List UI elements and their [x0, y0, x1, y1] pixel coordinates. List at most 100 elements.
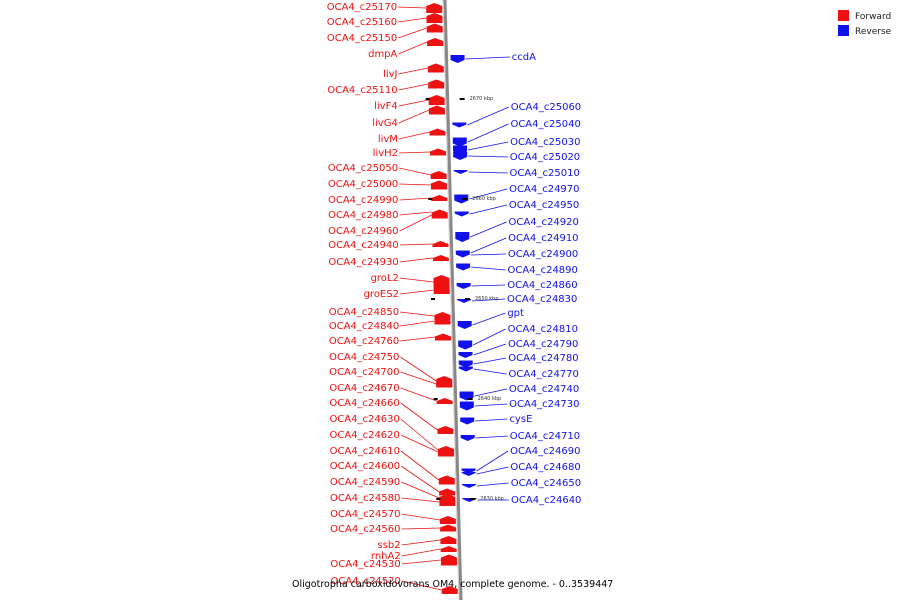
gene-arrow-reverse [453, 170, 468, 174]
gene-labels: OCA4_c25170 OCA4_c25160 OCA4_c25150 dmpA liv… [327, 2, 582, 587]
leader-line [400, 418, 439, 451]
leader-line [400, 402, 438, 431]
gene-label-reverse: OCA4_c25010 [509, 168, 579, 179]
gene-arrow-forward [429, 128, 446, 136]
gene-label-reverse: OCA4_c24770 [509, 369, 579, 380]
backbone-shadow [442, 0, 460, 600]
gene-arrow-reverse [452, 137, 467, 147]
leader-line [401, 481, 440, 499]
gene-label-forward: OCA4_c24850 [329, 307, 399, 318]
gene-arrow-reverse [454, 211, 469, 217]
leader-line [400, 371, 437, 385]
gene-arrow-reverse [458, 366, 473, 372]
gene-label-forward: OCA4_c24760 [329, 336, 399, 347]
backbone-line [443, 0, 463, 600]
gene-arrow-forward [438, 447, 455, 457]
gene-arrow-forward [426, 23, 443, 33]
gene-label-forward: OCA4_c24600 [330, 461, 400, 472]
scale-tick-label: 2650 kbp [475, 296, 499, 302]
gene-label-forward: ssb2 [378, 540, 401, 551]
gene-arrow-forward [432, 255, 449, 261]
gene-label-forward: OCA4_c24560 [330, 524, 400, 535]
gene-features [426, 3, 477, 594]
gene-arrow-forward [440, 524, 457, 532]
scale-ticks: 2670 kbp 2660 kbp 2650 kbp 2640 kbp 2630 kbp [425, 96, 504, 502]
gene-label-reverse: OCA4_c25040 [510, 119, 580, 130]
gene-label-reverse: OCA4_c24900 [508, 249, 578, 260]
leader-line [401, 548, 441, 557]
gene-label-forward: livJ [383, 69, 397, 80]
leader-line [465, 56, 510, 60]
gene-arrow-forward [431, 195, 448, 201]
gene-label-forward: dmpA [368, 49, 397, 60]
gene-arrow-reverse [460, 435, 475, 441]
gene-arrow-forward [439, 516, 456, 524]
gene-label-reverse: OCA4_c24920 [509, 217, 579, 228]
gene-label-forward: OCA4_c25170 [327, 2, 397, 13]
gene-arrow-forward [430, 148, 447, 156]
gene-label-forward: OCA4_c24980 [328, 210, 398, 221]
legend-item-forward: Forward [838, 10, 891, 22]
leader-line [467, 141, 509, 151]
gene-arrow-reverse [455, 232, 470, 242]
leader-line [398, 131, 430, 140]
leader-line [401, 580, 442, 591]
gene-label-forward: OCA4_c24590 [330, 477, 400, 488]
gene-arrow-forward [430, 171, 447, 179]
legend-forward-label: Forward [855, 12, 891, 22]
legend-reverse-swatch [838, 25, 849, 36]
gene-arrow-forward [428, 79, 445, 89]
leader-line [475, 435, 508, 439]
gene-arrow-reverse [459, 401, 474, 411]
gene-label-reverse: OCA4_c24650 [511, 478, 581, 489]
leader-line [400, 465, 440, 493]
gene-arrow-forward [434, 312, 451, 320]
legend-item-reverse: Reverse [838, 25, 892, 37]
gene-arrow-reverse [461, 472, 476, 476]
leader-line [399, 167, 431, 176]
gene-arrow-forward [440, 546, 457, 552]
leader-line [472, 298, 506, 302]
gene-label-forward: OCA4_c25110 [327, 85, 397, 96]
gene-label-forward: OCA4_c24660 [329, 398, 399, 409]
gene-arrow-reverse [450, 55, 465, 63]
gene-label-forward: OCA4_c24610 [330, 446, 400, 457]
gene-label-forward: OCA4_c24520 [331, 576, 401, 587]
gene-label-reverse: OCA4_c24860 [507, 280, 577, 291]
gene-label-reverse: OCA4_c24910 [508, 233, 578, 244]
gene-label-forward: OCA4_c24630 [329, 414, 399, 425]
leader-line [400, 434, 439, 453]
gene-label-reverse: OCA4_c24890 [508, 265, 578, 276]
leader-line [401, 513, 440, 521]
gene-label-forward: OCA4_c24620 [330, 430, 400, 441]
gene-label-forward: OCA4_c24930 [328, 257, 398, 268]
leader-lines [398, 6, 510, 591]
leader-line [401, 539, 441, 546]
gene-arrow-forward [440, 536, 457, 544]
gene-arrow-forward [428, 95, 445, 105]
legend-reverse-label: Reverse [855, 27, 892, 37]
gene-label-forward: OCA4_c24750 [329, 352, 399, 363]
legend: Forward Reverse [838, 10, 892, 37]
gene-arrow-reverse [460, 417, 475, 425]
gene-label-forward: OCA4_c24960 [328, 226, 398, 237]
gene-label-reverse: ccdA [512, 52, 536, 63]
leader-line [399, 257, 433, 263]
gene-arrow-forward [436, 398, 453, 404]
leader-line [473, 328, 506, 346]
gene-label-forward: OCA4_c24990 [328, 195, 398, 206]
leader-line [398, 109, 430, 124]
gene-label-reverse: OCA4_c24780 [508, 353, 578, 364]
leader-line [401, 497, 440, 503]
gene-arrow-forward [441, 586, 458, 594]
gene-arrow-reverse [458, 340, 473, 350]
gene-label-reverse: gpt [507, 308, 524, 319]
gene-label-forward: OCA4_c25150 [327, 33, 397, 44]
leader-line [474, 403, 508, 407]
gene-arrow-reverse [458, 352, 473, 358]
gene-arrow-forward [432, 241, 449, 247]
leader-line [399, 243, 433, 246]
gene-arrow-forward [427, 38, 444, 46]
leader-line [471, 266, 506, 271]
